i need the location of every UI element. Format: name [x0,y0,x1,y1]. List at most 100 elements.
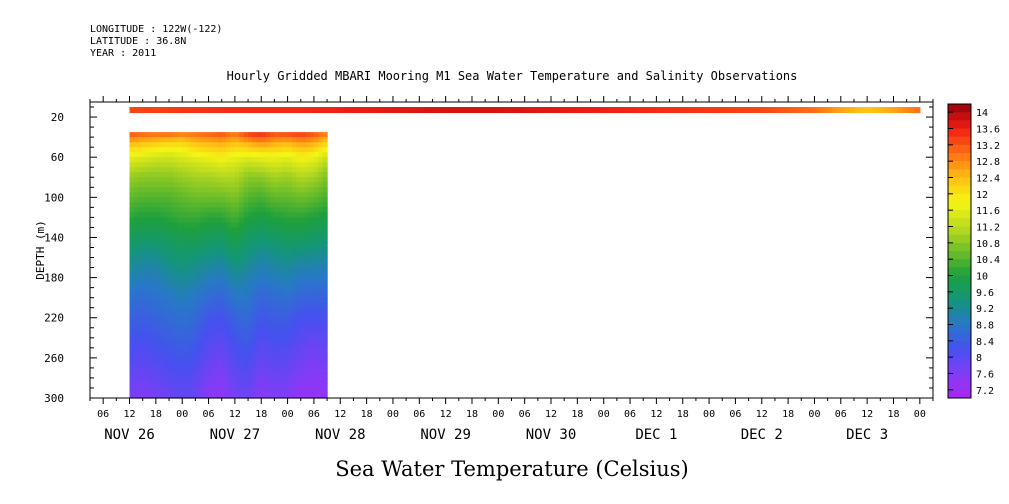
profile-cell [173,132,179,138]
profile-cell [226,207,232,213]
profile-cell [313,252,319,259]
profile-cell [208,367,214,374]
profile-cell [151,327,157,334]
profile-cell [173,337,179,344]
profile-cell [177,377,183,384]
profile-cell [177,172,183,178]
profile-cell [261,347,267,354]
profile-cell [169,272,175,279]
profile-cell [322,387,328,394]
profile-cell [147,327,153,334]
surface-cell [810,107,816,114]
profile-cell [313,367,319,374]
profile-cell [142,312,148,319]
profile-cell [177,182,183,188]
profile-cell [195,242,201,249]
profile-cell [138,277,144,284]
profile-cell [322,187,328,193]
profile-cell [138,282,144,289]
profile-cell [270,297,276,304]
profile-cell [182,157,188,163]
profile-cell [133,197,139,203]
profile-cell [151,287,157,294]
profile-cell [208,167,214,173]
surface-cell [546,107,552,114]
profile-cell [226,387,232,394]
profile-cell [270,232,276,239]
profile-cell [151,382,157,389]
profile-cell [138,332,144,339]
profile-cell [283,262,289,269]
profile-cell [239,247,245,254]
profile-cell [208,182,214,188]
profile-cell [169,162,175,168]
profile-cell [129,332,135,339]
profile-cell [305,302,311,309]
profile-cell [300,377,306,384]
profile-cell [182,192,188,198]
profile-cell [208,132,214,138]
profile-cell [305,312,311,319]
profile-cell [186,217,192,224]
profile-cell [142,372,148,379]
profile-cell [208,187,214,193]
profile-cell [199,372,205,379]
profile-cell [248,287,254,294]
profile-cell [296,242,302,249]
profile-cell [221,142,227,148]
profile-cell [296,247,302,254]
profile-cell [283,327,289,334]
profile-cell [217,272,223,279]
profile-cell [164,212,170,218]
x-tick-label: 18 [255,409,267,420]
profile-cell [164,182,170,188]
profile-cell [204,222,210,229]
profile-cell [256,132,262,138]
profile-cell [138,257,144,264]
profile-cell [234,247,240,254]
profile-cell [261,372,267,379]
profile-cell [270,357,276,364]
colorbar-frame [947,103,972,399]
profile-cell [212,347,218,354]
profile-cell [204,332,210,339]
profile-cell [278,372,284,379]
profile-cell [256,152,262,158]
profile-cell [186,377,192,384]
profile-cell [142,347,148,354]
profile-cell [296,222,302,229]
profile-cell [274,142,280,148]
profile-cell [173,392,179,399]
profile-cell [265,152,271,158]
profile-cell [318,382,324,389]
profile-cell [226,137,232,143]
profile-cell [164,222,170,229]
profile-cell [204,267,210,274]
profile-cell [305,317,311,324]
profile-cell [199,367,205,374]
profile-cell [313,327,319,334]
profile-cell [217,267,223,274]
profile-cell [261,217,267,224]
profile-cell [291,222,297,229]
profile-cell [160,137,166,143]
profile-cell [138,252,144,259]
profile-cell [186,352,192,359]
surface-cell [511,107,517,114]
profile-cell [278,367,284,374]
profile-cell [322,192,328,198]
profile-cell [212,337,218,344]
profile-cell [318,197,324,203]
profile-cell [212,297,218,304]
profile-cell [322,292,328,299]
surface-cell [384,107,390,114]
profile-cell [313,217,319,224]
colorbar-swatch [948,365,971,374]
profile-cell [169,207,175,213]
profile-cell [300,192,306,198]
profile-cell [133,162,139,168]
profile-cell [217,347,223,354]
profile-cell [265,132,271,138]
profile-cell [274,207,280,213]
profile-cell [300,327,306,334]
